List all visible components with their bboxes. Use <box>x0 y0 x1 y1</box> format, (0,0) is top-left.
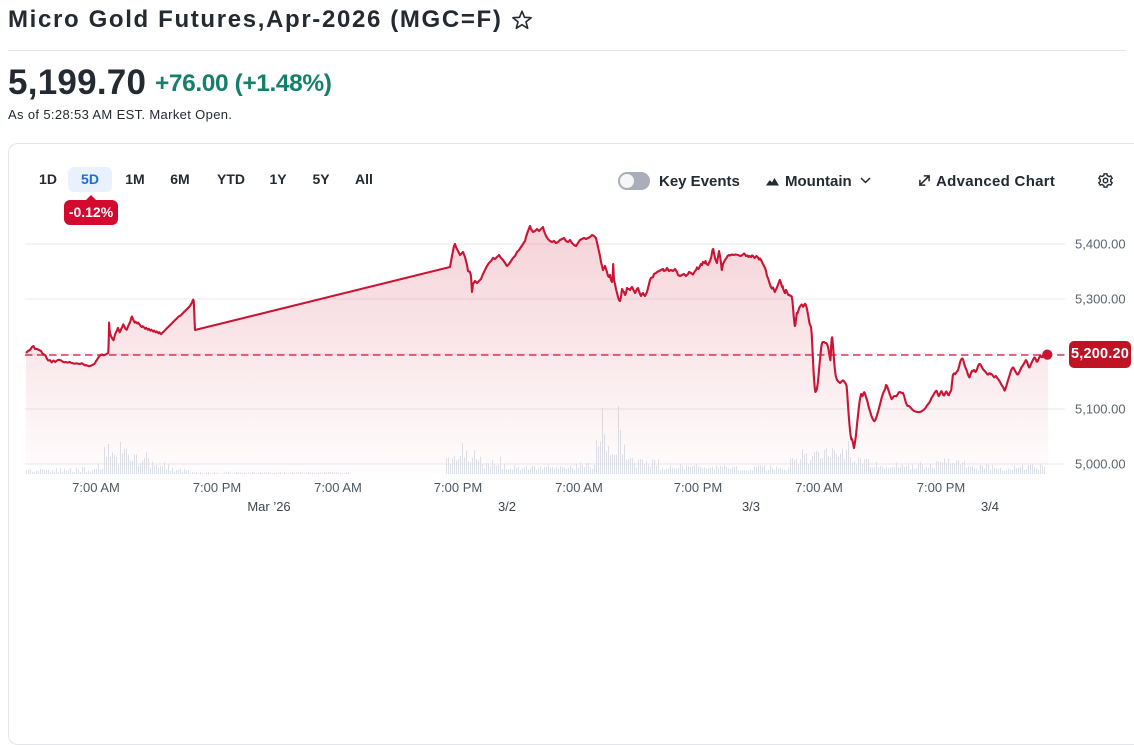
svg-text:7:00 PM: 7:00 PM <box>917 480 965 495</box>
svg-text:7:00 AM: 7:00 AM <box>555 480 603 495</box>
svg-text:5,300.00: 5,300.00 <box>1075 292 1126 307</box>
svg-text:5,000.00: 5,000.00 <box>1075 457 1126 472</box>
svg-text:Mar ’26: Mar ’26 <box>247 499 290 514</box>
svg-text:5,100.00: 5,100.00 <box>1075 402 1126 417</box>
svg-text:5,400.00: 5,400.00 <box>1075 237 1126 252</box>
svg-text:3/3: 3/3 <box>742 499 760 514</box>
svg-text:7:00 AM: 7:00 AM <box>795 480 843 495</box>
svg-text:7:00 PM: 7:00 PM <box>193 480 241 495</box>
svg-text:7:00 AM: 7:00 AM <box>72 480 120 495</box>
svg-text:3/2: 3/2 <box>498 499 516 514</box>
svg-text:7:00 PM: 7:00 PM <box>674 480 722 495</box>
svg-text:7:00 AM: 7:00 AM <box>314 480 362 495</box>
svg-text:3/4: 3/4 <box>981 499 999 514</box>
svg-text:7:00 PM: 7:00 PM <box>434 480 482 495</box>
